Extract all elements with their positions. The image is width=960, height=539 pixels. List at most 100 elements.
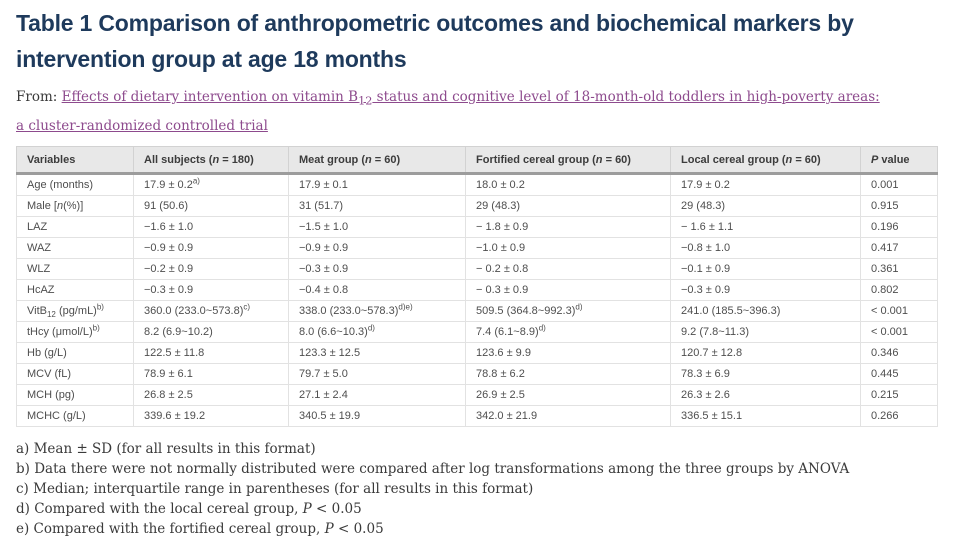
value-cell: 0.417 <box>860 236 938 259</box>
value-cell: 26.9 ± 2.5 <box>465 383 671 406</box>
table-row: HcAZ −0.3 ± 0.9 −0.4 ± 0.8− 0.3 ± 0.9 −0.3 … <box>16 278 938 301</box>
value-cell: 340.5 ± 19.9 <box>288 404 466 427</box>
value-cell: −0.9 ± 0.9 <box>133 236 289 259</box>
value-cell: −0.9 ± 0.9 <box>288 236 466 259</box>
value-cell: 0.361 <box>860 257 938 280</box>
value-cell: 29 (48.3) <box>670 194 861 217</box>
page-title: Table 1 Comparison of anthropometric out… <box>16 10 854 72</box>
footnote: b) Data there were not normally distribu… <box>16 460 850 477</box>
from-label: From: <box>16 89 58 105</box>
row-label-cell: LAZ <box>16 215 134 238</box>
column-header-0: Variables <box>16 145 134 175</box>
value-cell: < 0.001 <box>860 320 938 343</box>
footnote: a) Mean ± SD (for all results in this fo… <box>16 440 316 457</box>
value-cell: 122.5 ± 11.8 <box>133 341 289 364</box>
value-cell: 0.001 <box>860 172 938 196</box>
value-cell: 31 (51.7) <box>288 194 466 217</box>
value-cell: 342.0 ± 21.9 <box>465 404 671 427</box>
value-cell: −0.4 ± 0.8 <box>288 278 466 301</box>
column-header-2: Meat group (n = 60) <box>288 145 466 175</box>
value-cell: 78.3 ± 6.9 <box>670 362 861 385</box>
value-cell: 120.7 ± 12.8 <box>670 341 861 364</box>
footnote: d) Compared with the local cereal group,… <box>16 500 362 517</box>
value-cell: 8.0 (6.6~10.3)d) <box>288 320 466 343</box>
row-label-cell: VitB12 (pg/mL)b) <box>16 299 134 322</box>
value-cell: 9.2 (7.8~11.3) <box>670 320 861 343</box>
row-label-cell: MCH (pg) <box>16 383 134 406</box>
footnotes: a) Mean ± SD (for all results in this fo… <box>16 439 944 539</box>
row-label-cell: Age (months) <box>16 172 134 196</box>
column-header-3: Fortified cereal group (n = 60) <box>465 145 671 175</box>
value-cell: 0.196 <box>860 215 938 238</box>
row-label-cell: MCHC (g/L) <box>16 404 134 427</box>
row-label-cell: HcAZ <box>16 278 134 301</box>
footnote: c) Median; interquartile range in parent… <box>16 480 534 497</box>
article-link[interactable]: Effects of dietary intervention on vitam… <box>16 89 880 134</box>
source-line: From: Effects of dietary intervention on… <box>16 85 886 138</box>
table-header-row: Variables All subjects (n = 180) Meat grou… <box>16 145 938 175</box>
footnote: e) Compared with the fortified cereal gr… <box>16 520 384 537</box>
value-cell: 241.0 (185.5~396.3) <box>670 299 861 322</box>
value-cell: − 0.3 ± 0.9 <box>465 278 671 301</box>
row-label-cell: tHcy (μmol/L)b) <box>16 320 134 343</box>
value-cell: 336.5 ± 15.1 <box>670 404 861 427</box>
value-cell: 29 (48.3) <box>465 194 671 217</box>
value-cell: −1.6 ± 1.0 <box>133 215 289 238</box>
value-cell: 0.215 <box>860 383 938 406</box>
value-cell: −0.2 ± 0.9 <box>133 257 289 280</box>
value-cell: 123.3 ± 12.5 <box>288 341 466 364</box>
value-cell: 91 (50.6) <box>133 194 289 217</box>
value-cell: 78.9 ± 6.1 <box>133 362 289 385</box>
comparison-table: Variables All subjects (n = 180) Meat grou… <box>16 145 938 427</box>
value-cell: 79.7 ± 5.0 <box>288 362 466 385</box>
value-cell: 7.4 (6.1~8.9)d) <box>465 320 671 343</box>
table-row: MCH (pg) 26.8 ± 2.5 27.1 ± 2.4 26.9 ± 2.5 26… <box>16 383 938 406</box>
value-cell: 339.6 ± 19.2 <box>133 404 289 427</box>
table-row: WLZ −0.2 ± 0.9 −0.3 ± 0.9− 0.2 ± 0.8 −0.1 ±… <box>16 257 938 280</box>
value-cell: −0.8 ± 1.0 <box>670 236 861 259</box>
value-cell: 27.1 ± 2.4 <box>288 383 466 406</box>
value-cell: −1.5 ± 1.0 <box>288 215 466 238</box>
table-row: Age (months) 17.9 ± 0.2a) 17.9 ± 0.1 18.0 ±… <box>16 172 938 196</box>
value-cell: − 1.6 ± 1.1 <box>670 215 861 238</box>
value-cell: 18.0 ± 0.2 <box>465 172 671 196</box>
value-cell: 78.8 ± 6.2 <box>465 362 671 385</box>
table-body: Age (months) 17.9 ± 0.2a) 17.9 ± 0.1 18.0 ±… <box>16 172 938 427</box>
table-row: WAZ −0.9 ± 0.9 −0.9 ± 0.9 −1.0 ± 0.9 −0.8 ± … <box>16 236 938 259</box>
table-row: LAZ −1.6 ± 1.0 −1.5 ± 1.0− 1.8 ± 0.9− 1.6 … <box>16 215 938 238</box>
column-header-4: Local cereal group (n = 60) <box>670 145 861 175</box>
column-header-1: All subjects (n = 180) <box>133 145 289 175</box>
value-cell: −0.3 ± 0.9 <box>670 278 861 301</box>
value-cell: 0.802 <box>860 278 938 301</box>
value-cell: 26.8 ± 2.5 <box>133 383 289 406</box>
table-row: MCV (fL) 78.9 ± 6.1 79.7 ± 5.0 78.8 ± 6.2 78… <box>16 362 938 385</box>
table-row: VitB12 (pg/mL)b) 360.0 (233.0~573.8)c) 338… <box>16 299 938 322</box>
row-label-cell: WLZ <box>16 257 134 280</box>
value-cell: − 1.8 ± 0.9 <box>465 215 671 238</box>
value-cell: −1.0 ± 0.9 <box>465 236 671 259</box>
value-cell: 17.9 ± 0.2 <box>670 172 861 196</box>
value-cell: 8.2 (6.9~10.2) <box>133 320 289 343</box>
column-header-5: P value <box>860 145 938 175</box>
table-row: tHcy (μmol/L)b) 8.2 (6.9~10.2) 8.0 (6.6~10… <box>16 320 938 343</box>
value-cell: 17.9 ± 0.2a) <box>133 172 289 196</box>
table-row: MCHC (g/L) 339.6 ± 19.2 340.5 ± 19.9 342.0 … <box>16 404 938 427</box>
value-cell: 123.6 ± 9.9 <box>465 341 671 364</box>
value-cell: 0.445 <box>860 362 938 385</box>
row-label-cell: WAZ <box>16 236 134 259</box>
value-cell: 338.0 (233.0~578.3)d)e) <box>288 299 466 322</box>
value-cell: 509.5 (364.8~992.3)d) <box>465 299 671 322</box>
value-cell: 0.346 <box>860 341 938 364</box>
table-row: Hb (g/L) 122.5 ± 11.8 123.3 ± 12.5 123.6 ± … <box>16 341 938 364</box>
row-label-cell: Hb (g/L) <box>16 341 134 364</box>
value-cell: 360.0 (233.0~573.8)c) <box>133 299 289 322</box>
value-cell: −0.3 ± 0.9 <box>288 257 466 280</box>
row-label-cell: Male [n(%)] <box>16 194 134 217</box>
value-cell: −0.3 ± 0.9 <box>133 278 289 301</box>
value-cell: −0.1 ± 0.9 <box>670 257 861 280</box>
value-cell: 0.915 <box>860 194 938 217</box>
value-cell: − 0.2 ± 0.8 <box>465 257 671 280</box>
table-row: Male [n(%)] 91 (50.6) 31 (51.7) 29 (48.3) 29… <box>16 194 938 217</box>
value-cell: < 0.001 <box>860 299 938 322</box>
